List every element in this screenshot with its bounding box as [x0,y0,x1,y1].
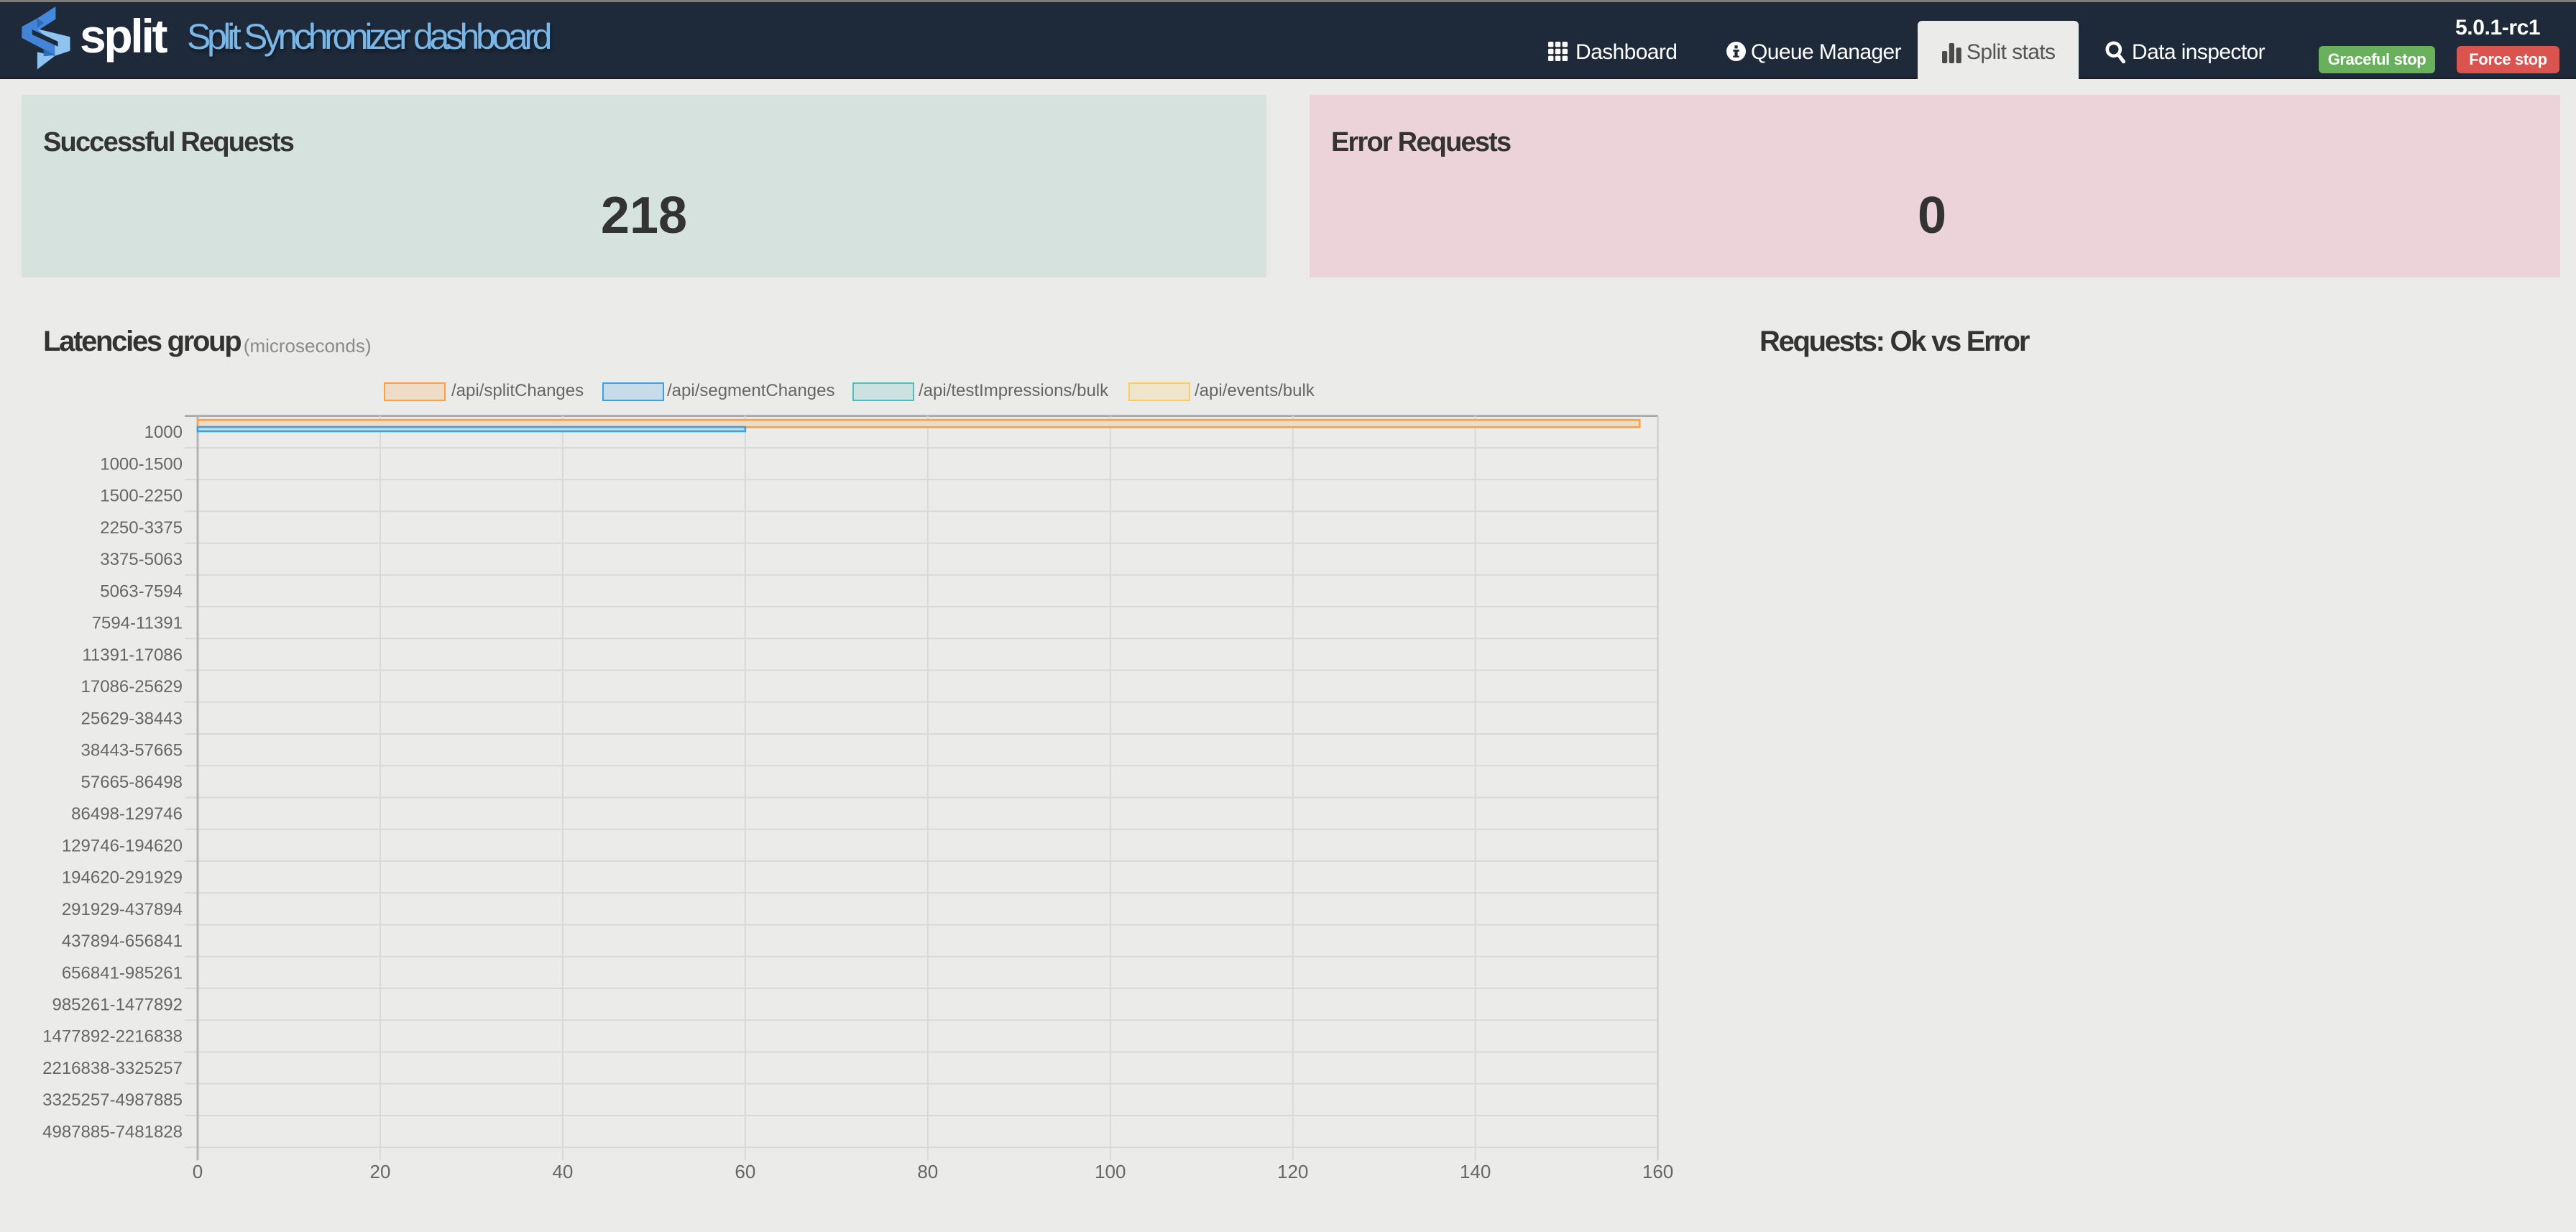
svg-text:1500-2250: 1500-2250 [100,487,183,506]
svg-text:2216838-3325257: 2216838-3325257 [42,1059,183,1078]
svg-text:80: 80 [917,1161,938,1182]
svg-text:291929-437894: 291929-437894 [62,900,183,919]
svg-text:160: 160 [1642,1161,1673,1182]
svg-text:3325257-4987885: 3325257-4987885 [42,1090,183,1110]
svg-text:86498-129746: 86498-129746 [71,804,183,824]
svg-text:3375-5063: 3375-5063 [100,550,183,569]
svg-text:4987885-7481828: 4987885-7481828 [42,1122,183,1141]
svg-text:194620-291929: 194620-291929 [62,868,183,888]
svg-text:57665-86498: 57665-86498 [81,773,183,792]
svg-text:100: 100 [1095,1161,1126,1182]
svg-text:140: 140 [1460,1161,1491,1182]
svg-text:17086-25629: 17086-25629 [81,677,183,697]
svg-text:20: 20 [369,1161,390,1182]
svg-text:437894-656841: 437894-656841 [62,932,183,951]
svg-text:2250-3375: 2250-3375 [100,518,183,538]
svg-text:11391-17086: 11391-17086 [82,645,183,665]
svg-text:7594-11391: 7594-11391 [92,614,183,633]
svg-text:5063-7594: 5063-7594 [100,581,183,601]
svg-text:1000: 1000 [144,423,183,442]
svg-text:1000-1500: 1000-1500 [100,454,183,474]
svg-text:40: 40 [552,1161,573,1182]
svg-text:985261-1477892: 985261-1477892 [52,996,183,1015]
svg-text:656841-985261: 656841-985261 [62,963,183,983]
svg-text:120: 120 [1277,1161,1308,1182]
svg-text:129746-194620: 129746-194620 [62,836,183,855]
svg-text:60: 60 [735,1161,755,1182]
svg-text:38443-57665: 38443-57665 [81,741,183,760]
svg-text:1477892-2216838: 1477892-2216838 [42,1027,183,1047]
svg-text:25629-38443: 25629-38443 [81,709,183,728]
svg-text:0: 0 [193,1161,203,1182]
